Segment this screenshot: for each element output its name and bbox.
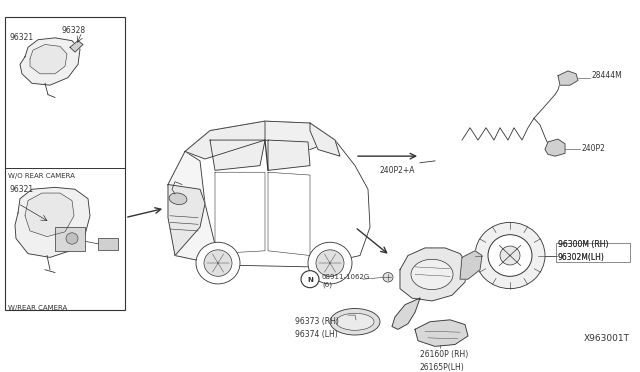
- Polygon shape: [392, 298, 420, 329]
- Text: 96321: 96321: [10, 185, 34, 193]
- Text: W/REAR CAMERA: W/REAR CAMERA: [8, 305, 67, 311]
- Text: 240P2: 240P2: [582, 144, 606, 153]
- Text: N: N: [307, 277, 313, 283]
- Polygon shape: [185, 121, 265, 159]
- Circle shape: [196, 242, 240, 284]
- Polygon shape: [310, 123, 340, 156]
- Bar: [5, 17, 125, 310]
- Text: 96328: 96328: [62, 26, 86, 35]
- Text: 96373 (RH)
96374 (LH): 96373 (RH) 96374 (LH): [295, 317, 339, 339]
- Text: 28444M: 28444M: [592, 71, 623, 80]
- Polygon shape: [20, 38, 80, 85]
- Circle shape: [66, 233, 78, 244]
- Polygon shape: [210, 121, 335, 150]
- Polygon shape: [460, 251, 482, 279]
- Text: 96300M (RH)
96302M(LH): 96300M (RH) 96302M(LH): [558, 240, 609, 262]
- Circle shape: [500, 246, 520, 265]
- Bar: [98, 238, 118, 250]
- Text: 26160P (RH)
26165P(LH): 26160P (RH) 26165P(LH): [420, 350, 468, 372]
- Circle shape: [316, 250, 344, 276]
- Polygon shape: [400, 248, 468, 301]
- Polygon shape: [168, 121, 370, 267]
- Circle shape: [383, 273, 393, 282]
- Ellipse shape: [169, 193, 187, 205]
- Text: 08911-1062G: 08911-1062G: [322, 274, 371, 280]
- Polygon shape: [268, 140, 310, 170]
- Circle shape: [204, 250, 232, 276]
- Polygon shape: [545, 139, 565, 156]
- Text: 240P2+A: 240P2+A: [380, 166, 415, 174]
- Polygon shape: [415, 320, 468, 346]
- Text: 96321: 96321: [10, 33, 34, 42]
- Ellipse shape: [411, 259, 453, 289]
- Circle shape: [308, 242, 352, 284]
- Polygon shape: [210, 140, 265, 170]
- Bar: [556, 243, 630, 262]
- Polygon shape: [25, 193, 74, 237]
- Polygon shape: [168, 185, 205, 256]
- Ellipse shape: [336, 313, 374, 330]
- Polygon shape: [15, 187, 90, 257]
- Polygon shape: [70, 41, 83, 52]
- Polygon shape: [558, 71, 578, 85]
- Bar: [55, 227, 85, 251]
- Polygon shape: [168, 151, 220, 265]
- Text: W/O REAR CAMERA: W/O REAR CAMERA: [8, 173, 75, 179]
- Circle shape: [488, 235, 532, 276]
- Text: X963001T: X963001T: [584, 334, 630, 343]
- Text: 96300M (RH)
96302M(LH): 96300M (RH) 96302M(LH): [558, 240, 609, 262]
- Ellipse shape: [330, 308, 380, 335]
- Text: (6): (6): [322, 282, 332, 288]
- Circle shape: [475, 222, 545, 289]
- Circle shape: [301, 271, 319, 288]
- Polygon shape: [30, 45, 67, 74]
